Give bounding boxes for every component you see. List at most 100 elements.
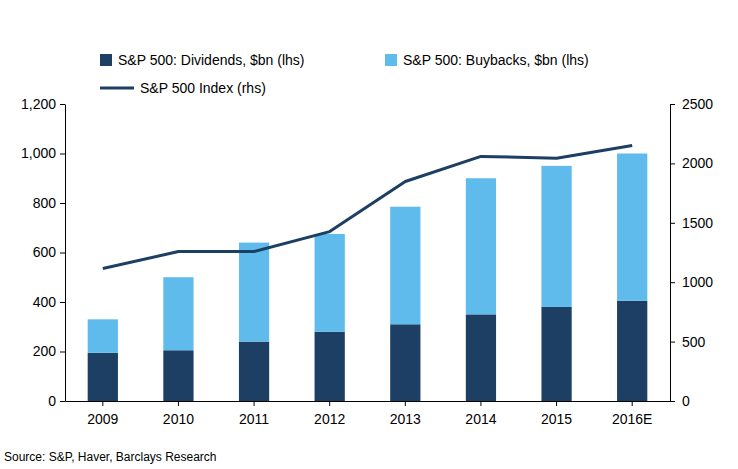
axis-line — [65, 105, 66, 402]
y-tick: 0 — [48, 393, 65, 409]
bar — [239, 243, 269, 342]
y-tick-mark — [60, 203, 65, 204]
x-tick-label: 2010 — [163, 411, 194, 427]
bar — [315, 332, 345, 401]
x-tick-label: 2012 — [314, 411, 345, 427]
y2-tick-label: 1500 — [682, 215, 713, 231]
source: Source: S&P, Haver, Barclays Research — [4, 450, 217, 464]
y-tick: 1,000 — [21, 145, 65, 161]
legend-label: S&P 500: Dividends, $bn (lhs) — [118, 52, 305, 68]
x-tick-label: 2015 — [541, 411, 572, 427]
x-tick-label: 2014 — [465, 411, 496, 427]
y2-tick: 1500 — [670, 215, 713, 231]
y2-axis: 0 500 1000 1500 2000 2500 — [670, 96, 713, 409]
y-tick: 800 — [33, 195, 65, 211]
bar — [617, 301, 647, 401]
y-tick-label: 1,000 — [21, 145, 56, 161]
y2-tick: 500 — [670, 334, 706, 350]
y2-tick: 0 — [670, 393, 690, 409]
x-tick: 2016E — [612, 401, 652, 427]
bar — [617, 154, 647, 301]
line — [103, 146, 632, 269]
y-tick-mark — [60, 104, 65, 105]
x-tick-mark — [329, 401, 330, 406]
bar — [541, 307, 571, 401]
axis-line — [670, 105, 671, 402]
y-tick: 400 — [33, 294, 65, 310]
marks — [88, 146, 648, 401]
bar — [390, 207, 420, 325]
y-tick-label: 200 — [33, 343, 57, 359]
y-axis: 0 200 400 600 800 1,000 1,200 — [21, 96, 66, 409]
y2-tick: 2500 — [670, 96, 713, 112]
y2-tick: 2000 — [670, 155, 713, 171]
legend-item: S&P 500 Index (rhs) — [100, 80, 266, 96]
x-tick-mark — [254, 401, 255, 406]
y2-tick-label: 2000 — [682, 155, 713, 171]
y2-tick-mark — [670, 282, 675, 283]
legend-item: S&P 500: Dividends, $bn (lhs) — [100, 52, 305, 68]
x-tick: 2010 — [163, 401, 194, 427]
x-tick-label: 2011 — [239, 411, 269, 427]
y-tick: 1,200 — [21, 96, 65, 112]
y2-tick-mark — [670, 342, 675, 343]
x-tick-mark — [178, 401, 179, 406]
x-tick: 2015 — [541, 401, 572, 427]
axis-line — [66, 401, 671, 402]
y-tick-label: 400 — [33, 294, 57, 310]
x-tick: 2014 — [465, 401, 496, 427]
y-tick-mark — [60, 401, 65, 402]
x-tick: 2011 — [239, 401, 269, 427]
y-tick-label: 1,200 — [21, 96, 56, 112]
legend-label: S&P 500 Index (rhs) — [140, 80, 266, 96]
x-tick: 2012 — [314, 401, 345, 427]
y-tick-label: 600 — [33, 244, 57, 260]
legend-swatch — [100, 87, 134, 90]
bar — [315, 234, 345, 332]
y-tick-label: 0 — [48, 393, 56, 409]
y2-tick-mark — [670, 104, 675, 105]
y2-tick-label: 0 — [682, 393, 690, 409]
bar — [88, 319, 118, 352]
bar — [466, 314, 496, 401]
y2-tick-label: 1000 — [682, 274, 713, 290]
y-tick-mark — [60, 154, 65, 155]
legend: S&P 500: Dividends, $bn (lhs) S&P 500: Bu… — [100, 52, 589, 96]
y2-tick-mark — [670, 163, 675, 164]
x-tick-mark — [480, 401, 481, 406]
bar — [163, 277, 193, 350]
legend-item: S&P 500: Buybacks, $bn (lhs) — [385, 52, 589, 68]
x-tick-label: 2016E — [612, 411, 652, 427]
x-tick-label: 2013 — [390, 411, 421, 427]
legend-swatch — [385, 54, 397, 66]
x-tick: 2013 — [390, 401, 421, 427]
x-tick-mark — [405, 401, 406, 406]
bar — [239, 342, 269, 401]
y2-tick-mark — [670, 223, 675, 224]
y2-tick-label: 2500 — [682, 96, 713, 112]
y-tick-label: 800 — [33, 195, 57, 211]
x-tick-mark — [556, 401, 557, 406]
y-tick-mark — [60, 352, 65, 353]
plot: 2009 2010 2011 2012 2013 2014 2015 2016E 0 200 400… — [21, 96, 713, 427]
x-tick-mark — [102, 401, 103, 406]
x-tick-label: 2009 — [87, 411, 118, 427]
bar — [163, 350, 193, 401]
chart: 2009 2010 2011 2012 2013 2014 2015 2016E 0 200 400… — [0, 0, 738, 469]
x-axis: 2009 2010 2011 2012 2013 2014 2015 2016E — [66, 401, 671, 427]
legend-swatch — [100, 54, 112, 66]
y2-tick-label: 500 — [682, 334, 706, 350]
y-tick-mark — [60, 253, 65, 254]
bar — [541, 166, 571, 307]
legend-label: S&P 500: Buybacks, $bn (lhs) — [403, 52, 589, 68]
x-tick: 2009 — [87, 401, 118, 427]
y2-tick-mark — [670, 401, 675, 402]
y2-tick: 1000 — [670, 274, 713, 290]
bar — [466, 178, 496, 314]
bar — [88, 353, 118, 401]
y-tick-mark — [60, 302, 65, 303]
bar — [390, 324, 420, 401]
y-tick: 200 — [33, 343, 65, 359]
x-tick-mark — [632, 401, 633, 406]
y-tick: 600 — [33, 244, 65, 260]
